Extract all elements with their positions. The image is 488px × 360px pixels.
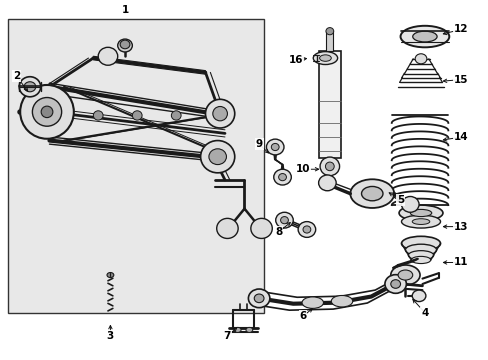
Ellipse shape — [390, 265, 419, 285]
Ellipse shape — [273, 169, 291, 185]
Ellipse shape — [20, 85, 74, 139]
Text: 8: 8 — [274, 227, 282, 237]
Ellipse shape — [400, 26, 448, 47]
Ellipse shape — [205, 99, 234, 128]
Ellipse shape — [319, 55, 330, 61]
Ellipse shape — [19, 77, 41, 97]
Ellipse shape — [250, 219, 272, 238]
Ellipse shape — [271, 143, 279, 150]
Ellipse shape — [401, 197, 418, 212]
Ellipse shape — [313, 51, 337, 64]
Ellipse shape — [200, 140, 234, 173]
Ellipse shape — [397, 270, 412, 280]
Ellipse shape — [390, 280, 400, 288]
Ellipse shape — [330, 296, 352, 307]
Ellipse shape — [254, 294, 264, 303]
Ellipse shape — [325, 162, 333, 171]
Bar — [319, 51, 340, 158]
Ellipse shape — [398, 205, 442, 221]
Ellipse shape — [325, 28, 333, 35]
Ellipse shape — [275, 212, 293, 228]
Text: 6: 6 — [299, 311, 306, 321]
Ellipse shape — [298, 222, 315, 237]
Text: 11: 11 — [453, 257, 468, 267]
Bar — [326, 31, 332, 51]
Ellipse shape — [361, 186, 382, 201]
Text: 4: 4 — [420, 308, 427, 318]
Ellipse shape — [266, 139, 284, 155]
Ellipse shape — [280, 217, 288, 224]
Text: 14: 14 — [453, 132, 468, 142]
Ellipse shape — [171, 111, 181, 120]
Ellipse shape — [98, 47, 118, 65]
Ellipse shape — [234, 327, 241, 332]
Ellipse shape — [401, 236, 440, 251]
Text: 12: 12 — [453, 24, 468, 35]
Ellipse shape — [278, 174, 286, 181]
Ellipse shape — [411, 290, 425, 302]
Ellipse shape — [93, 111, 103, 120]
Ellipse shape — [410, 256, 430, 264]
Ellipse shape — [414, 54, 426, 64]
Ellipse shape — [412, 31, 436, 42]
Text: 9: 9 — [255, 139, 262, 149]
Text: 10: 10 — [295, 164, 309, 174]
Ellipse shape — [248, 289, 269, 308]
Ellipse shape — [216, 219, 238, 238]
Ellipse shape — [302, 297, 323, 309]
Ellipse shape — [409, 210, 431, 217]
Ellipse shape — [407, 251, 433, 260]
Ellipse shape — [320, 157, 339, 176]
Text: 7: 7 — [224, 331, 231, 341]
Ellipse shape — [120, 40, 130, 49]
Ellipse shape — [245, 327, 252, 332]
Text: 3: 3 — [106, 331, 114, 341]
Ellipse shape — [208, 149, 226, 165]
Text: 2: 2 — [13, 71, 20, 81]
Ellipse shape — [401, 215, 440, 228]
Ellipse shape — [318, 175, 335, 191]
Ellipse shape — [303, 226, 310, 233]
Ellipse shape — [349, 179, 393, 208]
Text: 13: 13 — [453, 222, 468, 231]
Ellipse shape — [118, 39, 132, 52]
Text: 15: 15 — [453, 75, 468, 85]
Ellipse shape — [212, 107, 227, 121]
Ellipse shape — [32, 98, 61, 126]
Ellipse shape — [41, 106, 53, 118]
Ellipse shape — [132, 111, 142, 120]
Bar — [8, 19, 264, 313]
Ellipse shape — [405, 244, 436, 256]
Ellipse shape — [24, 82, 36, 92]
Ellipse shape — [107, 273, 114, 278]
Ellipse shape — [384, 275, 406, 293]
Ellipse shape — [411, 219, 429, 225]
Text: 1: 1 — [121, 5, 128, 15]
Text: 5: 5 — [396, 195, 404, 205]
Text: 16: 16 — [288, 55, 303, 65]
